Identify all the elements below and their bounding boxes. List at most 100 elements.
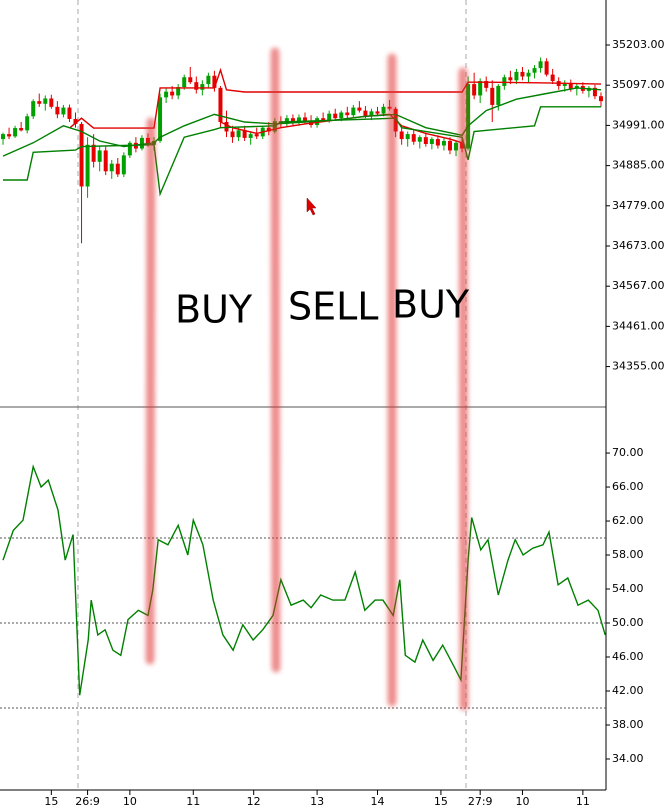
candle-body	[73, 118, 78, 124]
candle-body	[61, 107, 66, 115]
x-tick-label: 11	[576, 795, 590, 808]
candle-body	[327, 113, 332, 121]
candle-body	[115, 163, 120, 175]
candle-body	[435, 139, 440, 146]
x-tick-label: 13	[310, 795, 324, 808]
candle-body	[182, 77, 187, 88]
candle-body	[67, 107, 72, 119]
candle-body	[345, 112, 350, 116]
candle-body	[109, 163, 114, 172]
y-tick-label: 62.00	[612, 514, 644, 527]
candle-body	[242, 130, 247, 138]
y-tick-label: 34991.00	[612, 118, 664, 131]
candle-body	[417, 137, 422, 142]
candle-body	[478, 81, 483, 96]
candle-body	[562, 83, 567, 86]
x-tick-label: 27:9	[468, 795, 493, 808]
candle-body	[13, 128, 18, 137]
candle-body	[266, 127, 271, 132]
candle-body	[339, 112, 344, 119]
candle-body	[19, 128, 24, 131]
candle-body	[429, 139, 434, 144]
x-tick-label: 15	[44, 795, 58, 808]
candle-body	[37, 101, 42, 104]
series-line	[2, 87, 602, 157]
series-line	[3, 106, 601, 197]
candle-body	[484, 81, 489, 88]
candle-body	[7, 134, 12, 137]
signal-stroke	[270, 47, 281, 673]
cursor	[306, 197, 317, 216]
y-tick-label: 35097.00	[612, 78, 664, 91]
candle-body	[121, 155, 126, 175]
plot-area: 35203.00 35097.00 34991.00 34885.00 34779.00…	[0, 38, 664, 808]
candle-body	[194, 82, 199, 90]
candle-body	[55, 106, 60, 115]
y-tick-label: 34.00	[612, 752, 644, 765]
candle-body	[103, 150, 108, 172]
candle-body	[200, 84, 205, 90]
candle-body	[164, 91, 169, 98]
candle-body	[508, 77, 513, 81]
y-tick-label: 38.00	[612, 718, 644, 731]
candle-body	[333, 113, 338, 119]
candle-body	[97, 150, 102, 162]
candle-body	[502, 77, 507, 86]
candle-body	[369, 111, 374, 117]
candle-body	[139, 137, 144, 149]
candle-body	[290, 118, 295, 123]
annotation: SELL	[288, 285, 378, 329]
y-tick-label: 70.00	[612, 446, 644, 459]
candle-body	[423, 137, 428, 144]
candle-body	[236, 130, 241, 138]
y-tick-label: 54.00	[612, 582, 644, 595]
candle-body	[441, 140, 446, 146]
candle-body	[550, 74, 555, 82]
candle-body	[520, 71, 525, 77]
candle-body	[598, 96, 603, 102]
annotation: BUY	[392, 283, 470, 327]
candle-body	[447, 140, 452, 151]
candle-body	[254, 134, 259, 137]
y-tick-label: 58.00	[612, 548, 644, 561]
candle-body	[405, 134, 410, 140]
x-tick-label: 10	[515, 795, 529, 808]
candle-body	[538, 61, 543, 69]
y-tick-label: 34673.00	[612, 239, 664, 252]
candle-body	[284, 118, 289, 124]
candle-body	[85, 144, 90, 187]
candle-body	[568, 83, 573, 89]
y-tick-label: 46.00	[612, 650, 644, 663]
candle-body	[381, 106, 386, 114]
candle-body	[454, 142, 459, 151]
candle-body	[466, 84, 471, 149]
y-tick-label: 35203.00	[612, 38, 664, 51]
candle-body	[212, 75, 217, 88]
candle-body	[544, 61, 549, 75]
candle-body	[514, 71, 519, 81]
signal-stroke	[145, 117, 156, 665]
candle-body	[351, 107, 356, 116]
y-tick-label: 34567.00	[612, 279, 664, 292]
candle-body	[375, 111, 380, 114]
candle-body	[206, 75, 211, 85]
candle-body	[188, 77, 193, 83]
candle-body	[91, 144, 96, 162]
candle-body	[31, 101, 36, 117]
candle-body	[176, 87, 181, 96]
candle-body	[399, 131, 404, 140]
x-tick-label: 15	[434, 795, 448, 808]
candle-body	[532, 68, 537, 73]
candle-body	[296, 117, 301, 123]
candle-body	[49, 98, 54, 107]
candle-body	[158, 97, 163, 141]
x-tick-label: 14	[371, 795, 385, 808]
x-tick-label: 12	[247, 795, 261, 808]
series-line	[2, 464, 606, 696]
candle-body	[592, 87, 597, 97]
candle-body	[363, 110, 368, 117]
candle-body	[218, 87, 223, 122]
signal-stroke	[458, 67, 469, 711]
candle-body	[490, 87, 495, 105]
x-tick-label: 26:9	[75, 795, 100, 808]
